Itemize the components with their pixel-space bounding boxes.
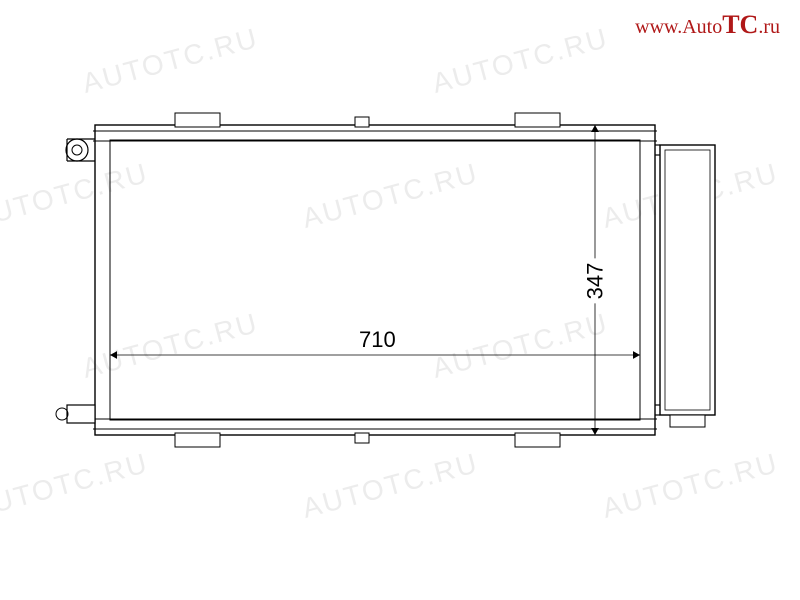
- site-logo: www.AutoTC.ru: [635, 10, 780, 40]
- logo-prefix: www.Auto: [635, 16, 722, 38]
- dimension-height-label: 347: [582, 259, 608, 304]
- logo-highlight: TC: [722, 10, 758, 39]
- watermark-text: AUTOTC.RU: [79, 22, 262, 100]
- watermark-text: AUTOTC.RU: [429, 22, 612, 100]
- radiator-diagram: 710 347: [55, 95, 745, 465]
- dimension-width-label: 710: [355, 327, 400, 353]
- diagram-svg: [55, 95, 745, 465]
- logo-suffix: .ru: [758, 16, 780, 38]
